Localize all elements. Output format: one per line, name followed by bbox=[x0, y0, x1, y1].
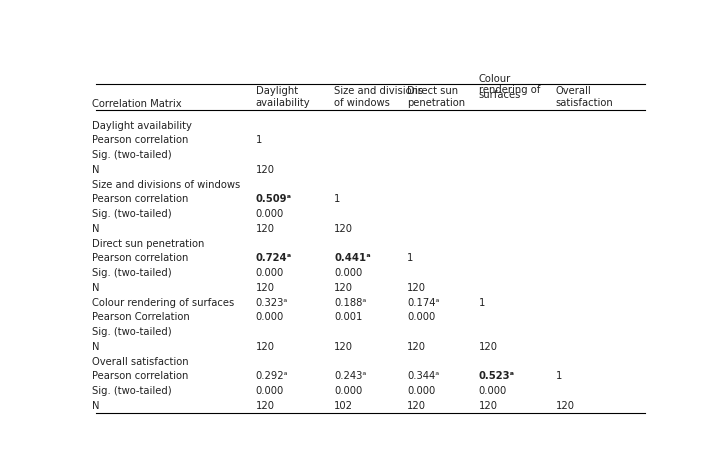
Text: 0.000: 0.000 bbox=[256, 385, 284, 395]
Text: 0.000: 0.000 bbox=[334, 268, 362, 278]
Text: Direct sun penetration: Direct sun penetration bbox=[92, 238, 205, 248]
Text: 1: 1 bbox=[555, 370, 562, 380]
Text: 0.188ᵃ: 0.188ᵃ bbox=[334, 297, 367, 307]
Text: 0.523ᵃ: 0.523ᵃ bbox=[479, 370, 515, 380]
Text: 1: 1 bbox=[479, 297, 485, 307]
Text: 120: 120 bbox=[479, 400, 497, 410]
Text: Correlation Matrix: Correlation Matrix bbox=[92, 99, 181, 109]
Text: 0.174ᵃ: 0.174ᵃ bbox=[407, 297, 440, 307]
Text: Sig. (two-tailed): Sig. (two-tailed) bbox=[92, 268, 171, 278]
Text: 120: 120 bbox=[256, 165, 275, 175]
Text: Direct sun
penetration: Direct sun penetration bbox=[407, 86, 465, 108]
Text: Size and divisions of windows: Size and divisions of windows bbox=[92, 179, 240, 189]
Text: Pearson correlation: Pearson correlation bbox=[92, 370, 189, 380]
Text: 0.292ᵃ: 0.292ᵃ bbox=[256, 370, 288, 380]
Text: Sig. (two-tailed): Sig. (two-tailed) bbox=[92, 385, 171, 395]
Text: Colour rendering of surfaces: Colour rendering of surfaces bbox=[92, 297, 234, 307]
Text: surfaces: surfaces bbox=[479, 90, 521, 100]
Text: 0.724ᵃ: 0.724ᵃ bbox=[256, 253, 292, 263]
Text: 0.000: 0.000 bbox=[334, 385, 362, 395]
Text: 0.000: 0.000 bbox=[256, 312, 284, 322]
Text: Sig. (two-tailed): Sig. (two-tailed) bbox=[92, 209, 171, 219]
Text: 120: 120 bbox=[555, 400, 575, 410]
Text: Daylight
availability: Daylight availability bbox=[256, 86, 310, 108]
Text: 1: 1 bbox=[256, 135, 262, 145]
Text: 0.243ᵃ: 0.243ᵃ bbox=[334, 370, 367, 380]
Text: 0.344ᵃ: 0.344ᵃ bbox=[407, 370, 439, 380]
Text: Pearson correlation: Pearson correlation bbox=[92, 194, 189, 204]
Text: 0.000: 0.000 bbox=[256, 268, 284, 278]
Text: 0.323ᵃ: 0.323ᵃ bbox=[256, 297, 288, 307]
Text: Overall
satisfaction: Overall satisfaction bbox=[555, 86, 613, 108]
Text: Size and divisions
of windows: Size and divisions of windows bbox=[334, 86, 424, 108]
Text: 0.000: 0.000 bbox=[407, 312, 435, 322]
Text: 0.000: 0.000 bbox=[256, 209, 284, 219]
Text: 0.001: 0.001 bbox=[334, 312, 362, 322]
Text: 1: 1 bbox=[407, 253, 414, 263]
Text: 120: 120 bbox=[479, 341, 497, 351]
Text: 102: 102 bbox=[334, 400, 353, 410]
Text: Pearson correlation: Pearson correlation bbox=[92, 253, 189, 263]
Text: 0.000: 0.000 bbox=[479, 385, 507, 395]
Text: 120: 120 bbox=[407, 341, 426, 351]
Text: 120: 120 bbox=[256, 223, 275, 233]
Text: Overall satisfaction: Overall satisfaction bbox=[92, 356, 189, 366]
Text: N: N bbox=[92, 223, 100, 233]
Text: 120: 120 bbox=[407, 282, 426, 292]
Text: rendering of: rendering of bbox=[479, 85, 540, 95]
Text: N: N bbox=[92, 165, 100, 175]
Text: 120: 120 bbox=[334, 341, 353, 351]
Text: 120: 120 bbox=[334, 223, 353, 233]
Text: Sig. (two-tailed): Sig. (two-tailed) bbox=[92, 326, 171, 336]
Text: N: N bbox=[92, 400, 100, 410]
Text: 120: 120 bbox=[334, 282, 353, 292]
Text: Colour: Colour bbox=[479, 74, 511, 84]
Text: 0.000: 0.000 bbox=[407, 385, 435, 395]
Text: N: N bbox=[92, 282, 100, 292]
Text: 120: 120 bbox=[256, 282, 275, 292]
Text: 120: 120 bbox=[407, 400, 426, 410]
Text: Sig. (two-tailed): Sig. (two-tailed) bbox=[92, 150, 171, 160]
Text: 120: 120 bbox=[256, 341, 275, 351]
Text: Daylight availability: Daylight availability bbox=[92, 121, 192, 131]
Text: 1: 1 bbox=[334, 194, 341, 204]
Text: N: N bbox=[92, 341, 100, 351]
Text: Pearson Correlation: Pearson Correlation bbox=[92, 312, 190, 322]
Text: 0.441ᵃ: 0.441ᵃ bbox=[334, 253, 371, 263]
Text: 120: 120 bbox=[256, 400, 275, 410]
Text: 0.509ᵃ: 0.509ᵃ bbox=[256, 194, 291, 204]
Text: Pearson correlation: Pearson correlation bbox=[92, 135, 189, 145]
